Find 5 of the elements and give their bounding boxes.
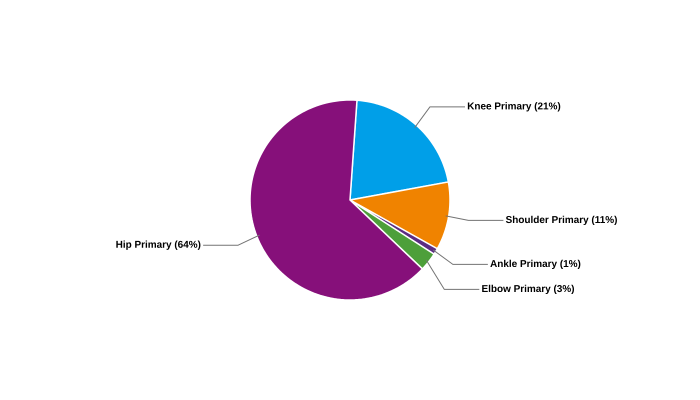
slice-label: Elbow Primary (3%) <box>482 284 574 294</box>
slice-label: Hip Primary (64%) <box>116 240 200 250</box>
slice-label: Ankle Primary (1%) <box>490 260 580 270</box>
slice-label: Knee Primary (21%) <box>468 102 560 112</box>
slice-label: Shoulder Primary (11%) <box>506 216 617 226</box>
